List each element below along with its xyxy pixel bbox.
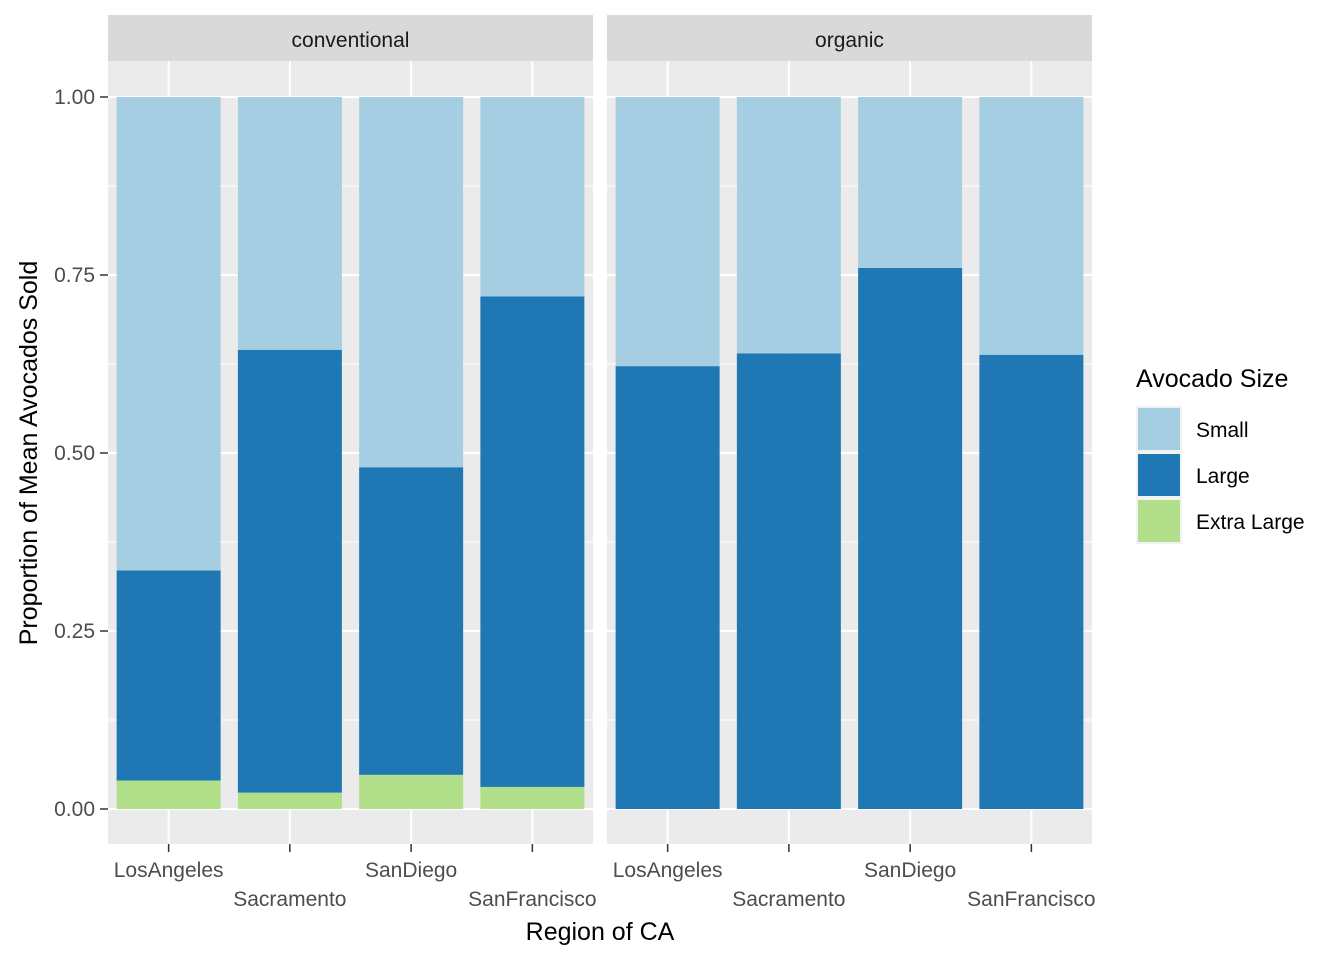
y-axis-title: Proportion of Mean Avocados Sold (15, 261, 43, 646)
legend-swatch-small (1138, 408, 1180, 450)
legend-label-extra-large: Extra Large (1196, 511, 1305, 534)
bar-organic-sacramento-small (736, 97, 841, 354)
legend-swatch-large (1138, 454, 1180, 496)
x-tick-label: SanDiego (864, 859, 956, 882)
x-tick-label: SanFrancisco (468, 888, 596, 911)
bar-conventional-sacramento-large (237, 349, 342, 793)
y-tick-label: 0.50 (54, 442, 95, 465)
bar-conventional-sacramento-small (237, 97, 342, 350)
bar-conventional-sanfrancisco-small (480, 97, 585, 297)
facet-strip (108, 15, 593, 61)
bar-organic-sandiego-large (858, 267, 963, 809)
legend-label-large: Large (1196, 465, 1250, 488)
bar-conventional-sandiego-large (359, 467, 464, 775)
bar-conventional-sandiego-extra-large (359, 774, 464, 809)
bar-conventional-sanfrancisco-large (480, 296, 585, 787)
legend-label-small: Small (1196, 419, 1249, 442)
legend: Avocado Size Small Large Extra Large (1136, 365, 1305, 544)
bar-conventional-sanfrancisco-extra-large (480, 786, 585, 809)
y-tick-label: 0.75 (54, 264, 95, 287)
x-tick-label: LosAngeles (114, 859, 224, 882)
bar-conventional-losangeles-small (116, 97, 221, 571)
legend-swatch-extra-large (1138, 500, 1180, 542)
bar-organic-sacramento-large (736, 353, 841, 809)
bar-conventional-sandiego-small (359, 97, 464, 468)
x-tick-label: LosAngeles (613, 859, 723, 882)
x-axis-title: Region of CA (526, 918, 675, 946)
x-tick-label: Sacramento (732, 888, 845, 911)
panels-layer: conventional LosAngeles Sacramento SanDiego… (108, 15, 1096, 911)
bar-organic-sanfrancisco-small (979, 97, 1084, 355)
x-tick-label: SanFrancisco (967, 888, 1095, 911)
facet-panel-organic: organic LosAngeles Sacramento SanDiego SanFr… (607, 15, 1096, 911)
facet-strip-label: organic (815, 29, 884, 52)
y-tick-label: 0.25 (54, 620, 95, 643)
bar-conventional-sacramento-extra-large (237, 792, 342, 809)
x-tick-label: Sacramento (233, 888, 346, 911)
bar-conventional-losangeles-extra-large (116, 780, 221, 809)
y-axis: 0.00 0.25 0.50 0.75 1.00 (54, 86, 108, 821)
bar-organic-sanfrancisco-large (979, 354, 1084, 809)
facet-panel-conventional: conventional LosAngeles Sacramento SanDiego… (108, 15, 597, 911)
facet-strip (607, 15, 1092, 61)
bar-organic-sandiego-small (858, 97, 963, 268)
bar-organic-losangeles-large (615, 366, 720, 809)
facet-strip-label: conventional (292, 29, 410, 52)
x-tick-label: SanDiego (365, 859, 457, 882)
legend-title: Avocado Size (1136, 365, 1288, 393)
y-tick-label: 1.00 (54, 86, 95, 109)
bar-organic-losangeles-small (615, 97, 720, 367)
bar-conventional-losangeles-large (116, 570, 221, 781)
y-tick-label: 0.00 (54, 798, 95, 821)
